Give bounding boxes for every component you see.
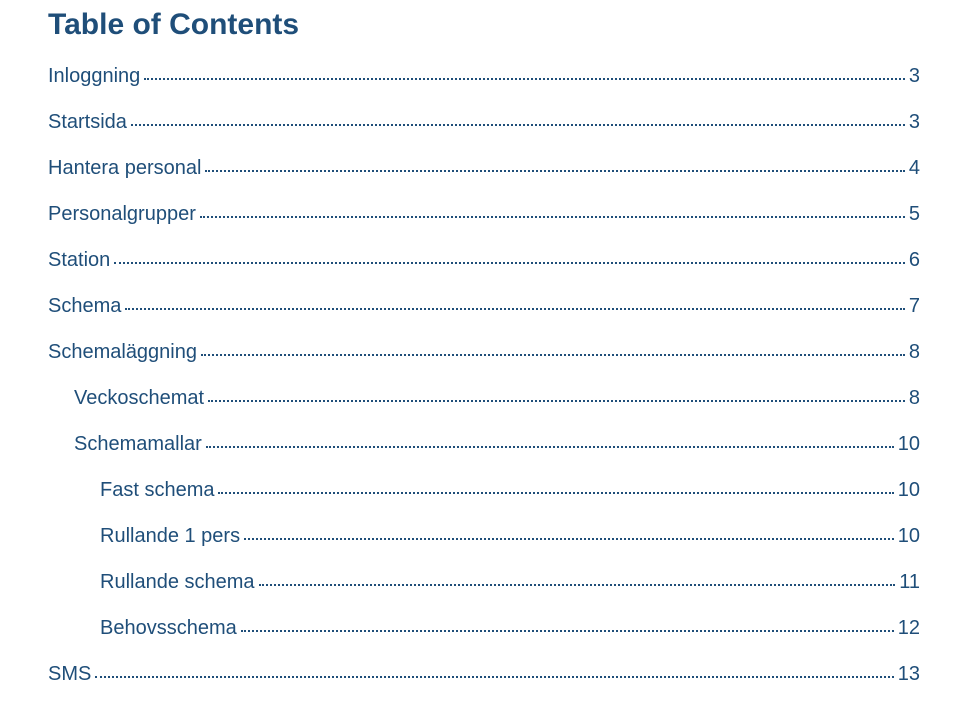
toc-entry: Schemamallar 10 <box>48 428 920 460</box>
toc-dots <box>259 568 896 586</box>
toc-dots <box>201 338 905 356</box>
toc-dots <box>95 660 893 678</box>
toc-entry-page: 11 <box>899 566 920 598</box>
toc-entry-label: Personalgrupper <box>48 198 196 230</box>
toc-entry-label: Hantera personal <box>48 152 201 184</box>
toc-dots <box>208 384 905 402</box>
toc-entry-page: 8 <box>909 336 920 368</box>
toc-entry: Station 6 <box>48 244 920 276</box>
toc-dots <box>114 246 905 264</box>
toc-entry-page: 13 <box>898 658 920 690</box>
toc-entry: Rullande schema 11 <box>48 566 920 598</box>
toc-entry: Schemaläggning 8 <box>48 336 920 368</box>
toc-entry-label: Station <box>48 244 110 276</box>
toc-entry-label: Startsida <box>48 106 127 138</box>
toc-entry-page: 3 <box>909 106 920 138</box>
toc-entry-label: Schema <box>48 290 121 322</box>
toc-dots <box>200 200 905 218</box>
toc-dots <box>144 62 905 80</box>
toc-dots <box>125 292 905 310</box>
toc-entry-label: Veckoschemat <box>74 382 204 414</box>
toc-entry-label: Fast schema <box>100 474 214 506</box>
toc-entry-label: Rullande schema <box>100 566 255 598</box>
toc-entry-page: 10 <box>898 428 920 460</box>
toc-entry-label: Behovsschema <box>100 612 237 644</box>
toc-entry-page: 3 <box>909 60 920 92</box>
toc-entry: Hantera personal 4 <box>48 152 920 184</box>
toc-entry-page: 10 <box>898 520 920 552</box>
toc-entry: Startsida 3 <box>48 106 920 138</box>
toc-entry-label: Rullande 1 pers <box>100 520 240 552</box>
toc-entry: Fast schema 10 <box>48 474 920 506</box>
toc-entry: Schema 7 <box>48 290 920 322</box>
toc-entry: Personalgrupper 5 <box>48 198 920 230</box>
toc-entry-label: Inloggning <box>48 60 140 92</box>
toc-entry-page: 5 <box>909 198 920 230</box>
toc-dots <box>244 522 894 540</box>
toc-dots <box>241 614 894 632</box>
toc-dots <box>205 154 904 172</box>
toc-entry-page: 12 <box>898 612 920 644</box>
toc-entry: Veckoschemat 8 <box>48 382 920 414</box>
toc-entry: Rullande 1 pers 10 <box>48 520 920 552</box>
toc-entry-label: Schemaläggning <box>48 336 197 368</box>
toc-entry: Behovsschema 12 <box>48 612 920 644</box>
toc-entry-page: 8 <box>909 382 920 414</box>
toc-entry-page: 4 <box>909 152 920 184</box>
toc-dots <box>218 476 893 494</box>
toc-dots <box>206 430 894 448</box>
toc-entry-label: Schemamallar <box>74 428 202 460</box>
toc-entry-page: 6 <box>909 244 920 276</box>
toc-page: Table of Contents Inloggning 3 Startsida… <box>0 0 960 724</box>
toc-entry: SMS 13 <box>48 658 920 690</box>
toc-dots <box>131 108 905 126</box>
toc-entry: Inloggning 3 <box>48 60 920 92</box>
toc-title: Table of Contents <box>48 8 920 42</box>
toc-entry-page: 10 <box>898 474 920 506</box>
toc-entry-page: 7 <box>909 290 920 322</box>
toc-entry-label: SMS <box>48 658 91 690</box>
